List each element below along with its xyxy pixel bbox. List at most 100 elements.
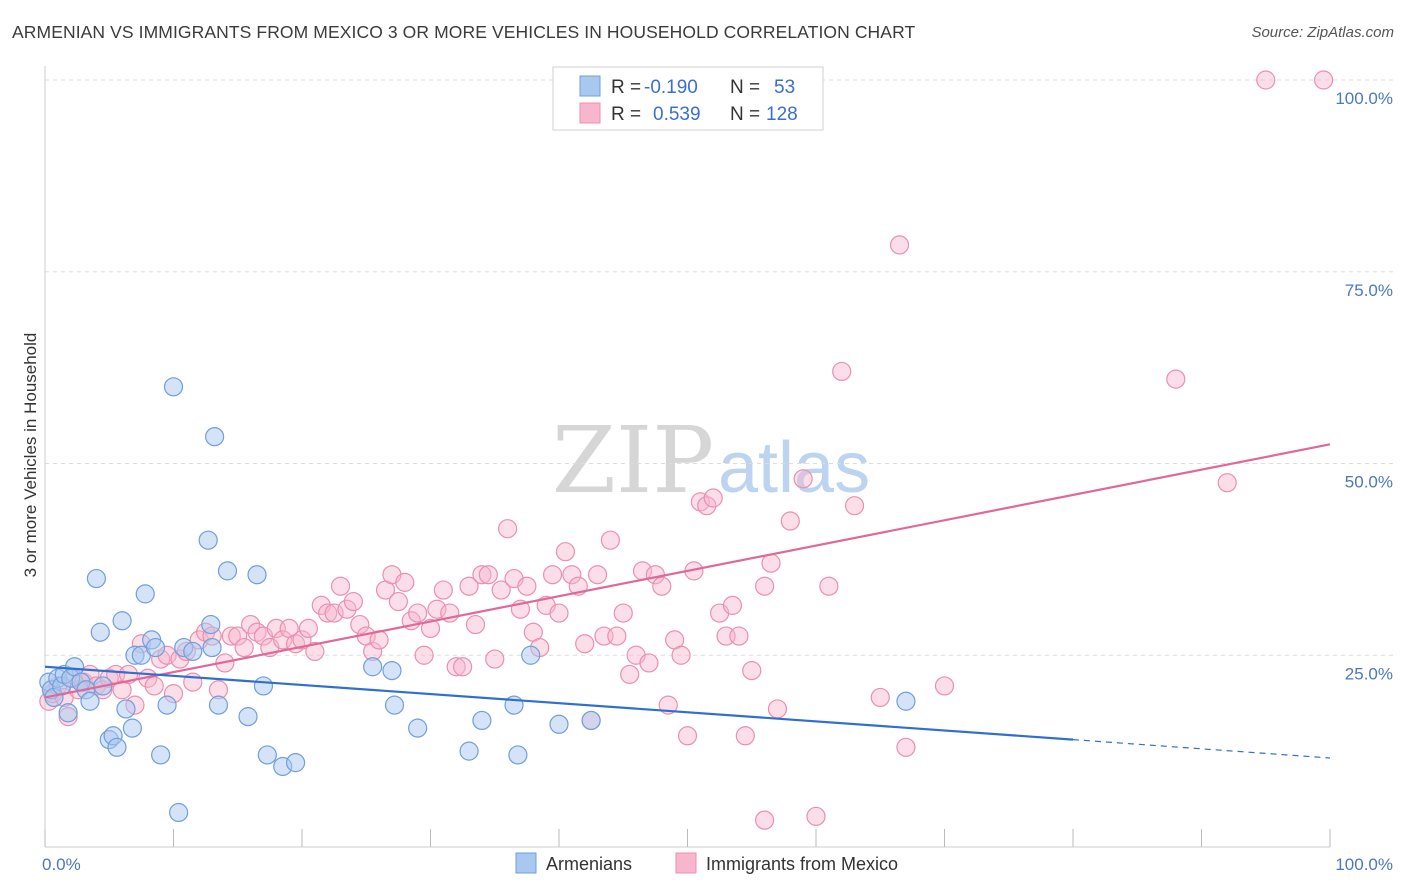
x-tick-label: 100.0% [1335,855,1393,874]
data-point-mexico [446,657,466,677]
data-point-mexico [703,488,723,508]
data-point-mexico [465,614,486,635]
data-point-mexico [273,630,293,650]
data-point-mexico [472,565,492,585]
data-point-mexico [408,603,428,623]
data-point-armenians [135,584,155,604]
data-point-armenians [247,565,267,585]
trend-line-armenians [44,665,1074,741]
data-point-armenians [86,568,107,589]
data-point-mexico [324,603,344,623]
data-point-mexico [144,676,164,696]
data-point-mexico [793,469,813,489]
trend-line-mexico [44,443,1331,699]
data-point-mexico [305,641,325,662]
data-point-mexico [613,603,633,623]
data-point-armenians [408,718,428,738]
data-point-armenians [90,622,110,642]
chart-title: ARMENIAN VS IMMIGRANTS FROM MEXICO 3 OR … [12,22,916,42]
data-point-armenians [459,741,479,761]
legend: R = -0.190 N = 53 R = 0.539 N = 128 [552,66,824,131]
legend-r-label: R = [611,104,641,125]
y-tick-labels: 25.0% 50.0% 75.0% 100.0% [1335,89,1393,683]
data-point-armenians [183,641,203,662]
data-point-mexico [292,630,312,650]
data-point-mexico [562,565,582,585]
trend-lines [44,443,1331,759]
data-point-armenians [198,530,218,550]
data-point-armenians [581,710,601,731]
data-point-mexico [742,660,762,681]
data-point-armenians [58,703,78,723]
data-point-mexico [819,576,839,596]
data-point-mexico [241,614,261,635]
y-tick-label: 50.0% [1345,473,1393,492]
data-point-mexico [427,599,447,619]
data-point-mexico [889,235,910,255]
bottom-legend: Armenians Immigrants from Mexico [515,852,898,874]
data-point-armenians [238,707,258,727]
data-point-mexico [478,565,498,585]
data-point-mexico [754,810,775,830]
legend-r-label: R = [611,77,641,98]
data-point-mexico [388,591,408,612]
legend-n-label: N = [730,77,760,98]
data-point-mexico [395,572,415,592]
data-point-armenians [363,657,383,677]
data-point-armenians [382,660,402,681]
data-point-mexico [767,699,788,719]
data-point-mexico [420,618,441,639]
legend-swatch-mexico [579,102,601,124]
data-point-mexico [491,580,511,600]
bottom-legend-label-mexico: Immigrants from Mexico [706,854,898,874]
y-tick-label: 100.0% [1335,89,1393,108]
data-point-armenians [201,614,221,635]
data-point-mexico [639,653,659,673]
data-point-mexico [671,645,691,665]
data-point-mexico [729,626,749,646]
data-point-mexico [620,664,640,685]
legend-r-value: 0.539 [653,104,701,125]
legend-n-label: N = [730,104,760,125]
data-point-armenians [205,427,225,447]
data-point-mexico [1256,70,1276,90]
data-point-mexico [453,657,473,677]
y-tick-label: 25.0% [1345,664,1393,683]
data-point-mexico [934,676,955,696]
data-point-armenians [163,377,184,397]
legend-swatch-armenians [579,75,601,97]
data-point-armenians [208,695,229,715]
data-point-mexico [896,737,916,757]
bottom-legend-swatch-mexico [675,852,697,874]
data-point-mexico [234,637,254,658]
data-point-mexico [870,687,890,708]
data-point-mexico [118,664,139,685]
data-point-mexico [677,726,698,746]
data-point-mexico [587,565,608,585]
data-point-mexico [754,576,775,596]
data-point-mexico [228,626,248,646]
data-point-mexico [844,496,865,516]
y-tick-label: 75.0% [1345,281,1393,300]
data-point-mexico [459,576,479,596]
data-point-mexico [697,496,717,516]
data-point-armenians [157,695,177,715]
data-point-mexico [549,603,569,623]
data-point-armenians [122,718,142,738]
data-point-armenians [472,710,492,731]
data-point-mexico [343,591,363,612]
data-point-mexico [337,599,357,619]
legend-n-value: 53 [774,77,795,98]
data-point-armenians [384,695,405,715]
bottom-legend-swatch-armenians [515,852,537,874]
data-point-mexico [1166,369,1186,389]
data-point-armenians [112,611,132,631]
data-point-mexico [318,603,338,623]
axes [44,66,1331,848]
data-point-mexico [298,618,319,639]
data-point-mexico [433,580,453,600]
y-axis-label: 3 or more Vehicles in Household [21,333,40,578]
data-point-mexico [485,649,505,669]
data-point-mexico [780,511,800,531]
